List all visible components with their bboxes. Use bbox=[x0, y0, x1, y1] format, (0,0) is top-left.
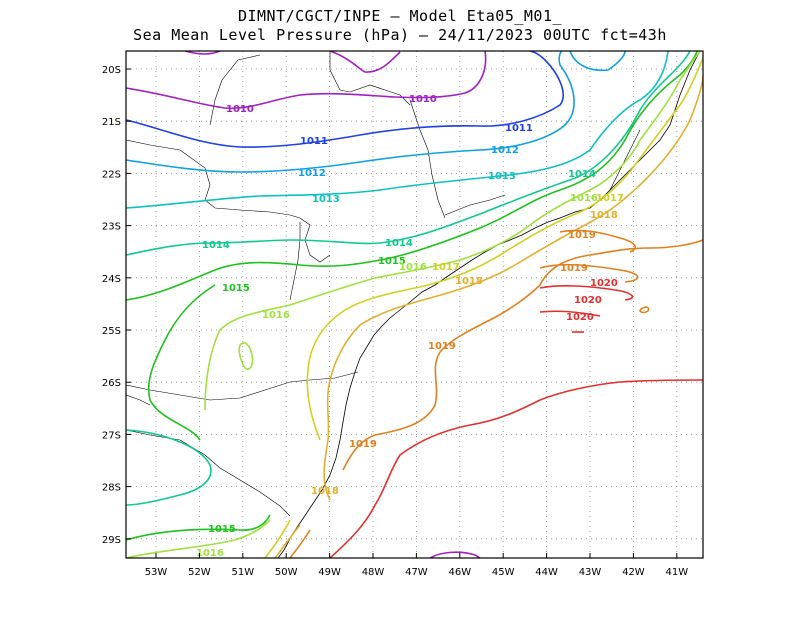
contour-label: 1010 bbox=[409, 94, 437, 105]
map-background bbox=[126, 51, 703, 558]
contour-label: 1014 bbox=[385, 238, 413, 249]
lon-tick-label: 44W bbox=[535, 567, 558, 578]
isobar-1018 bbox=[323, 74, 703, 501]
lon-tick-label: 48W bbox=[362, 567, 385, 578]
lon-tick-label: 43W bbox=[579, 567, 602, 578]
isobar-1015-c bbox=[147, 284, 216, 441]
contour-label: 1020 bbox=[566, 312, 594, 323]
lon-tick-label: 42W bbox=[622, 567, 645, 578]
isobar-1014 bbox=[126, 51, 691, 256]
lon-tick-label: 53W bbox=[145, 567, 168, 578]
isobar-1011 bbox=[126, 51, 564, 148]
lat-tick-label: 25S bbox=[102, 326, 121, 337]
contour-label: 1012 bbox=[298, 168, 326, 179]
lon-tick-label: 52W bbox=[188, 567, 211, 578]
isobar-1016-c bbox=[238, 342, 254, 370]
isobar-1010-b bbox=[329, 51, 401, 73]
lat-tick-label: 23S bbox=[102, 222, 121, 233]
contour-label: 1017 bbox=[596, 193, 624, 204]
lat-tick-label: 27S bbox=[102, 430, 121, 441]
contour-label: 1019 bbox=[349, 439, 377, 450]
lat-axis: 20S 21S 22S 23S 24S 25S 26S 27S 28S 29S bbox=[102, 65, 131, 546]
lon-tick-label: 45W bbox=[492, 567, 515, 578]
contour-label: 1019 bbox=[568, 230, 596, 241]
lon-tick-label: 50W bbox=[275, 567, 298, 578]
isobar-1020-b bbox=[539, 310, 601, 317]
isobar-1019-d bbox=[289, 529, 311, 558]
isobar-1015-b bbox=[126, 514, 271, 541]
contour-label: 1013 bbox=[488, 171, 516, 182]
isobar-1015 bbox=[126, 51, 698, 301]
lat-tick-label: 24S bbox=[102, 274, 121, 285]
contour-label: 1017 bbox=[432, 262, 460, 273]
isobar-1019-e bbox=[639, 306, 650, 314]
title-line-2: Sea Mean Level Pressure (hPa) – 24/11/20… bbox=[133, 26, 667, 44]
lon-tick-label: 51W bbox=[231, 567, 254, 578]
lon-tick-label: 41W bbox=[665, 567, 688, 578]
contour-label: 1012 bbox=[491, 145, 519, 156]
isobar-1018-b bbox=[274, 524, 301, 558]
contour-label: 1019 bbox=[560, 263, 588, 274]
lat-lon-grid bbox=[126, 51, 703, 558]
isobar-1019-c bbox=[539, 263, 639, 283]
isobar-1016 bbox=[204, 51, 701, 411]
contour-labels: 1010 1010 1011 1011 1012 1012 1013 1013 … bbox=[196, 94, 624, 559]
isobar-1020 bbox=[539, 285, 634, 301]
isobar-1010 bbox=[126, 51, 487, 110]
isobar-1010-c bbox=[184, 51, 221, 55]
contour-label: 1016 bbox=[262, 310, 290, 321]
lat-tick-label: 28S bbox=[102, 483, 121, 494]
isobar-1016-b bbox=[126, 519, 271, 558]
contour-label: 1015 bbox=[378, 256, 406, 267]
lon-tick-label: 46W bbox=[448, 567, 471, 578]
lat-tick-label: 21S bbox=[102, 117, 121, 128]
contour-label: 1011 bbox=[505, 123, 533, 134]
contour-label: 1018 bbox=[455, 276, 483, 287]
lon-tick-label: 49W bbox=[318, 567, 341, 578]
isobar-1019 bbox=[342, 239, 703, 471]
contour-label: 1020 bbox=[574, 295, 602, 306]
contour-label: 1020 bbox=[590, 278, 618, 289]
contour-label: 1015 bbox=[208, 524, 236, 535]
contour-label: 1014 bbox=[202, 240, 230, 251]
contour-label: 1014 bbox=[568, 169, 596, 180]
lon-axis: 53W 52W 51W 50W 49W 48W 47W 46W 45W 44W 43W 42W 41W bbox=[145, 553, 688, 578]
isobar-1020-e bbox=[429, 551, 481, 558]
contour-label: 1016 bbox=[196, 548, 224, 559]
contour-label: 1015 bbox=[222, 283, 250, 294]
contour-label: 1016 bbox=[570, 193, 598, 204]
isobar-1020-d bbox=[329, 379, 703, 558]
isobar-1012 bbox=[126, 51, 575, 173]
lat-tick-label: 29S bbox=[102, 535, 121, 546]
map-frame bbox=[125, 50, 704, 559]
contour-label: 1019 bbox=[428, 341, 456, 352]
contour-label: 1010 bbox=[226, 104, 254, 115]
isobar-1013 bbox=[126, 51, 669, 209]
contour-label: 1011 bbox=[300, 136, 328, 147]
contour-label: 1018 bbox=[590, 210, 618, 221]
lat-tick-label: 26S bbox=[102, 378, 121, 389]
contour-label: 1016 bbox=[399, 262, 427, 273]
contour-label: 1018 bbox=[311, 486, 339, 497]
isobar-1019-b bbox=[559, 229, 636, 253]
isobar-1012-b bbox=[569, 51, 626, 72]
isobars bbox=[126, 51, 703, 558]
lat-tick-label: 20S bbox=[102, 65, 121, 76]
isobar-1014-b bbox=[126, 429, 212, 506]
title-line-1: DIMNT/CGCT/INPE – Model Eta05_M01_ bbox=[237, 7, 563, 25]
contour-label: 1013 bbox=[312, 194, 340, 205]
lat-tick-label: 22S bbox=[102, 169, 121, 180]
isobar-1017-b bbox=[264, 519, 291, 558]
state-borders bbox=[126, 52, 641, 517]
lon-tick-label: 47W bbox=[405, 567, 428, 578]
isobar-1017 bbox=[306, 57, 703, 441]
